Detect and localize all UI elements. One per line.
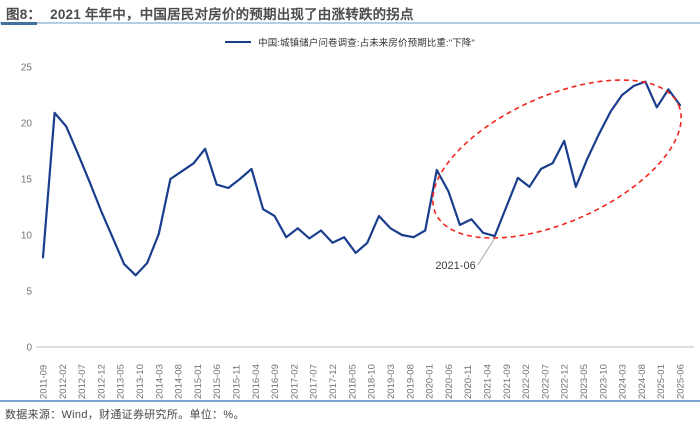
y-tick-label: 0	[26, 343, 32, 354]
figure-header: 图8： 2021 年年中，中国居民对房价的预期出现了由涨转跌的拐点	[6, 3, 696, 23]
legend-label: 中国:城镇储户问卷调查:占未来房价预期比重:"下降"	[258, 38, 475, 49]
bottom-separator	[0, 400, 700, 402]
x-tick-label: 2018-05	[347, 364, 358, 399]
x-tick-label: 2013-10	[135, 364, 146, 399]
x-tick-label: 2022-02	[521, 364, 532, 399]
x-tick-label: 2019-08	[405, 364, 416, 399]
x-tick-label: 2017-02	[289, 364, 300, 399]
x-tick-label: 2023-05	[579, 364, 590, 399]
y-tick-label: 25	[21, 63, 33, 74]
x-tick-label: 2012-07	[77, 364, 88, 399]
y-tick-label: 15	[21, 175, 33, 186]
legend-line-swatch	[225, 40, 252, 44]
x-tick-label: 2020-11	[463, 365, 474, 399]
x-tick-label: 2021-04	[483, 364, 494, 399]
x-tick-label: 2018-10	[367, 364, 378, 399]
x-tick-label: 2019-03	[386, 364, 397, 399]
title-underline-accent	[1, 22, 37, 25]
figure-title: 2021 年年中，中国居民对房价的预期出现了由涨转跌的拐点	[50, 7, 414, 22]
x-tick-label: 2015-06	[212, 364, 223, 399]
figure-tag: 图8：	[6, 7, 42, 22]
x-tick-label: 2017-12	[328, 364, 339, 399]
x-tick-label: 2013-05	[116, 364, 127, 399]
x-tick-label: 2022-07	[540, 364, 551, 399]
chart-legend: 中国:城镇储户问卷调查:占未来房价预期比重:"下降"	[0, 35, 700, 49]
x-tick-label: 2025-06	[676, 364, 687, 399]
x-tick-label: 2012-12	[96, 364, 107, 399]
chart-area: 0 5 10 15 20 25 2011-09 2012-02 2012-07 2012-12 20…	[21, 63, 694, 399]
x-tick-label: 2015-01	[193, 364, 204, 399]
x-tick-label: 2011-09	[39, 365, 50, 399]
x-tick-label: 2024-03	[618, 364, 629, 399]
x-tick-label: 2025-01	[656, 364, 667, 399]
x-tick-label: 2012-02	[58, 364, 69, 399]
x-tick-label: 2020-06	[444, 364, 455, 399]
highlight-ellipse	[432, 79, 682, 239]
x-tick-label: 2016-04	[251, 364, 262, 399]
series-line	[41, 80, 682, 277]
y-tick-label: 10	[21, 231, 33, 242]
x-tick-label: 2015-11	[232, 365, 243, 399]
x-tick-label: 2024-08	[637, 364, 648, 399]
x-tick-label: 2022-12	[560, 364, 571, 399]
y-tick-label: 5	[26, 287, 32, 298]
title-underline	[0, 22, 700, 25]
x-tick-label: 2021-09	[502, 364, 513, 399]
data-source-note: 数据来源：Wind，财通证券研究所。单位：%。	[5, 409, 245, 421]
x-tick-label: 2014-08	[174, 364, 185, 399]
x-tick-label: 2020-01	[425, 364, 436, 399]
x-tick-label: 2023-10	[598, 364, 609, 399]
x-tick-label: 2016-09	[270, 364, 281, 399]
x-tick-label: 2017-07	[309, 364, 320, 399]
annotation-label: 2021-06	[435, 260, 475, 272]
x-tick-label: 2014-03	[154, 364, 165, 399]
y-tick-label: 20	[21, 119, 33, 130]
annotation-callout-line	[477, 238, 495, 266]
